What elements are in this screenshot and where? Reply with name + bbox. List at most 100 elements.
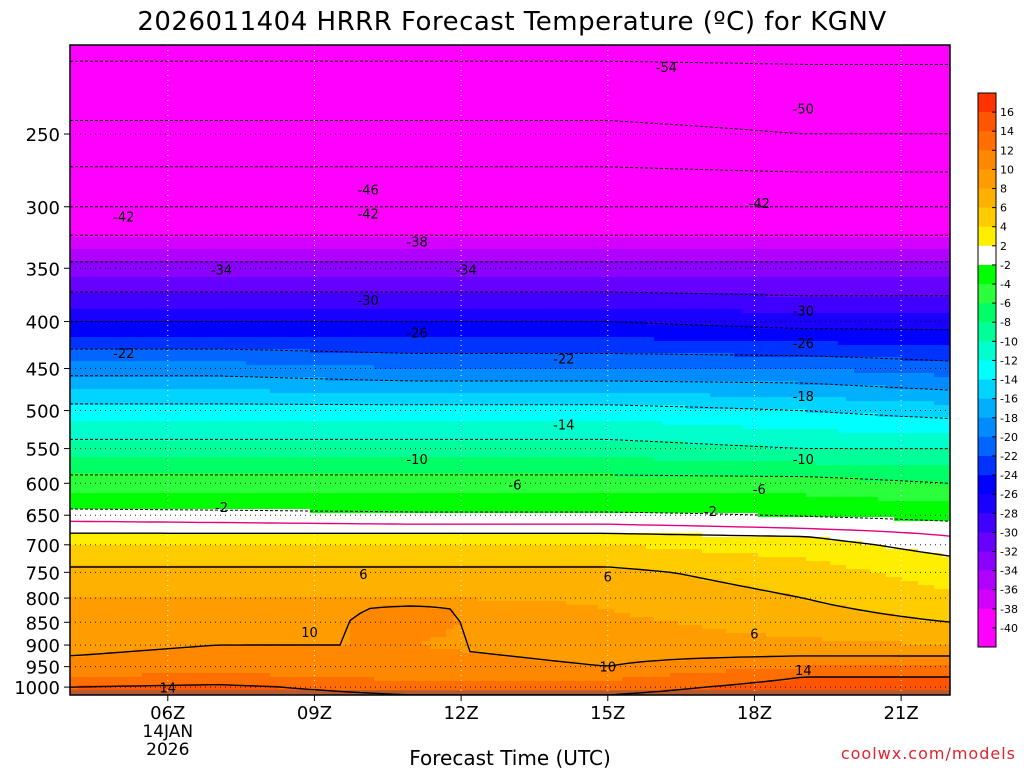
field-cell	[926, 261, 935, 278]
field-cell	[246, 237, 255, 250]
field-cell	[886, 249, 895, 262]
field-cell	[646, 45, 655, 238]
field-cell	[910, 449, 919, 466]
field-cell	[134, 473, 143, 494]
field-cell	[510, 369, 519, 382]
field-cell	[422, 421, 431, 442]
field-cell	[462, 457, 471, 474]
field-cell	[534, 337, 543, 354]
field-cell	[870, 329, 879, 346]
field-cell	[638, 661, 647, 678]
field-cell	[390, 261, 399, 278]
field-cell	[518, 337, 527, 354]
field-cell	[438, 681, 447, 695]
field-cell	[182, 349, 191, 362]
field-cell	[246, 45, 255, 238]
field-cell	[542, 237, 551, 250]
field-cell	[198, 685, 207, 695]
field-cell	[238, 493, 247, 510]
field-cell	[902, 361, 911, 374]
field-cell	[590, 369, 599, 382]
field-cell	[246, 493, 255, 510]
colorbar-label: -36	[1000, 584, 1018, 597]
field-cell	[766, 357, 775, 370]
field-cell	[486, 441, 495, 458]
field-cell	[310, 393, 319, 406]
field-cell	[494, 513, 503, 534]
field-cell	[438, 405, 447, 422]
field-cell	[710, 425, 719, 446]
colorbar-bin	[978, 379, 996, 399]
field-cell	[790, 677, 799, 695]
field-cell	[446, 381, 455, 394]
field-cell	[550, 601, 559, 662]
field-cell	[470, 337, 479, 354]
field-cell	[334, 421, 343, 442]
field-cell	[470, 513, 479, 534]
colorbar-bin	[978, 169, 996, 189]
field-cell	[438, 261, 447, 278]
field-cell	[694, 369, 703, 382]
colorbar-label: -22	[1000, 450, 1018, 463]
field-cell	[126, 565, 135, 598]
field-cell	[638, 569, 647, 618]
field-cell	[910, 677, 919, 695]
field-cell	[558, 381, 567, 394]
field-cell	[654, 261, 663, 278]
field-cell	[326, 597, 335, 646]
field-cell	[622, 277, 631, 294]
field-cell	[302, 337, 311, 350]
field-cell	[622, 493, 631, 514]
field-cell	[70, 389, 79, 406]
field-cell	[134, 405, 143, 422]
field-cell	[774, 669, 783, 682]
field-cell	[702, 237, 711, 250]
field-cell	[278, 509, 287, 534]
field-cell	[182, 389, 191, 406]
field-cell	[774, 297, 783, 314]
field-cell	[910, 417, 919, 434]
field-cell	[86, 249, 95, 262]
field-cell	[438, 249, 447, 262]
field-cell	[438, 293, 447, 310]
field-cell	[694, 625, 703, 658]
field-cell	[390, 381, 399, 394]
field-cell	[798, 537, 807, 558]
field-cell	[278, 533, 287, 546]
field-cell	[670, 249, 679, 262]
field-cell	[222, 277, 231, 294]
field-cell	[270, 441, 279, 458]
field-cell	[78, 321, 87, 338]
field-cell	[894, 549, 903, 578]
field-cell	[614, 421, 623, 442]
field-cell	[510, 381, 519, 394]
field-cell	[742, 313, 751, 326]
field-cell	[406, 393, 415, 406]
field-cell	[222, 349, 231, 362]
field-cell	[590, 421, 599, 442]
field-cell	[678, 369, 687, 382]
field-cell	[198, 277, 207, 294]
field-cell	[174, 565, 183, 598]
field-cell	[310, 237, 319, 250]
field-cell	[934, 677, 943, 695]
field-cell	[550, 545, 559, 566]
field-cell	[358, 249, 367, 262]
field-cell	[238, 405, 247, 422]
field-cell	[254, 673, 263, 686]
field-cell	[174, 45, 183, 238]
field-cell	[78, 377, 87, 390]
field-cell	[294, 321, 303, 338]
field-cell	[582, 261, 591, 278]
field-cell	[222, 421, 231, 442]
field-cell	[278, 365, 287, 378]
field-cell	[198, 533, 207, 546]
field-cell	[702, 369, 711, 382]
field-cell	[806, 537, 815, 562]
field-cell	[566, 45, 575, 238]
field-cell	[270, 393, 279, 406]
field-cell	[254, 249, 263, 262]
field-cell	[934, 277, 943, 298]
field-cell	[334, 393, 343, 406]
field-cell	[206, 337, 215, 350]
